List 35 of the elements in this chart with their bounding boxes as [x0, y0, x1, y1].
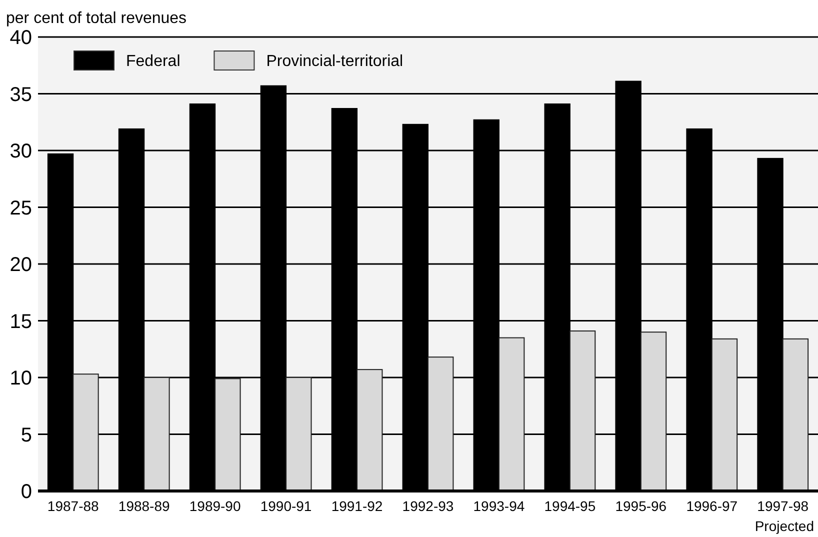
y-tick-label: 5 — [20, 424, 32, 446]
y-tick-label: 30 — [10, 140, 32, 162]
bar — [569, 330, 596, 492]
x-tick-label: 1997-98 — [757, 498, 809, 514]
x-tick-label: 1988-89 — [118, 498, 170, 514]
text: Projected — [754, 518, 814, 534]
bar — [782, 338, 809, 492]
x-tick-label: 1987-88 — [47, 498, 100, 514]
legend-label: Federal — [126, 53, 180, 70]
bar — [286, 377, 312, 492]
x-tick-label: 1992-93 — [402, 498, 454, 514]
bar — [640, 332, 667, 492]
bar — [144, 377, 170, 492]
bar — [214, 378, 241, 492]
x-tick-label: 1991-92 — [331, 498, 383, 514]
bar — [498, 337, 525, 492]
y-tick-label: 40 — [10, 27, 32, 49]
legend-label: Provincial-territorial — [266, 53, 404, 70]
y-tick-label: 10 — [10, 368, 32, 390]
x-tick-label: 1994-95 — [544, 498, 596, 514]
bar — [428, 356, 454, 492]
y-tick-label: 35 — [10, 84, 32, 106]
x-tick-label: 1996-97 — [686, 498, 738, 514]
y-tick-label: 15 — [10, 310, 32, 333]
x-tick-label: 1995-96 — [615, 498, 667, 514]
y-tick-label: 25 — [10, 197, 32, 220]
y-tick-label: 0 — [20, 481, 32, 503]
bar — [711, 338, 738, 492]
x-tick-label: 1990-91 — [260, 498, 312, 514]
x-tick-label: 1993-94 — [473, 498, 525, 514]
y-axis-title: per cent of total revenues — [6, 10, 187, 27]
bar — [72, 374, 99, 492]
x-tick-label: 1989-90 — [189, 498, 241, 514]
bar — [356, 369, 383, 492]
y-tick-label: 20 — [10, 254, 32, 276]
